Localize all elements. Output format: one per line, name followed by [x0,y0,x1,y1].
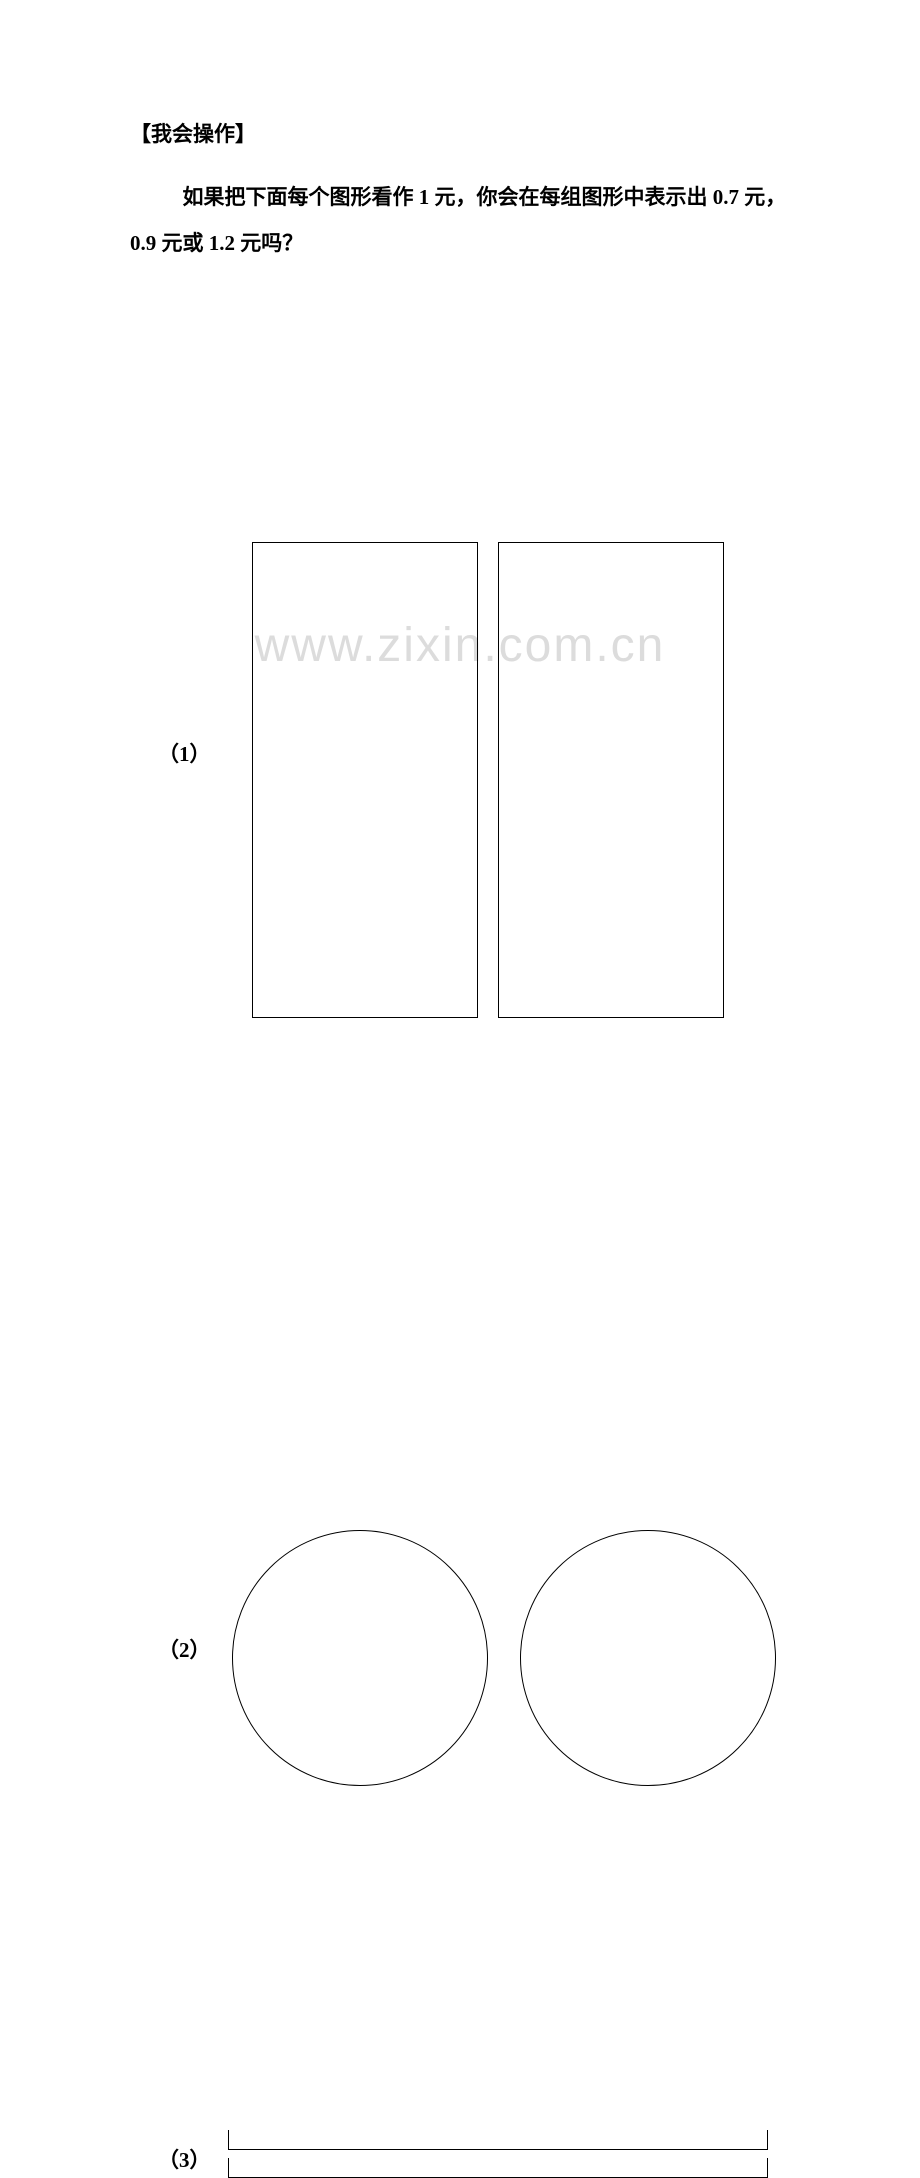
rectangle-shape [498,542,724,1018]
shape-group-1: （1） [130,542,920,1018]
section-heading: 【我会操作】 [130,118,790,148]
circles-container [232,1530,920,1786]
bars-container [228,2130,920,2178]
circle-shape [232,1530,488,1786]
shape-group-2: （2） [130,1530,920,1786]
rectangles-container [252,542,920,1018]
group-label-1: （1） [158,738,211,768]
document-content: 【我会操作】 如果把下面每个图形看作 1 元，你会在每组图形中表示出 0.7 元… [0,0,920,266]
shape-group-3: （3） [130,2130,920,2178]
bar-shape [228,2130,768,2150]
group-label-3: （3） [158,2144,211,2174]
circle-shape [520,1530,776,1786]
bar-shape [228,2158,768,2178]
rectangle-shape [252,542,478,1018]
instruction-text: 如果把下面每个图形看作 1 元，你会在每组图形中表示出 0.7 元，0.9 元或… [130,174,790,266]
group-label-2: （2） [158,1634,211,1664]
